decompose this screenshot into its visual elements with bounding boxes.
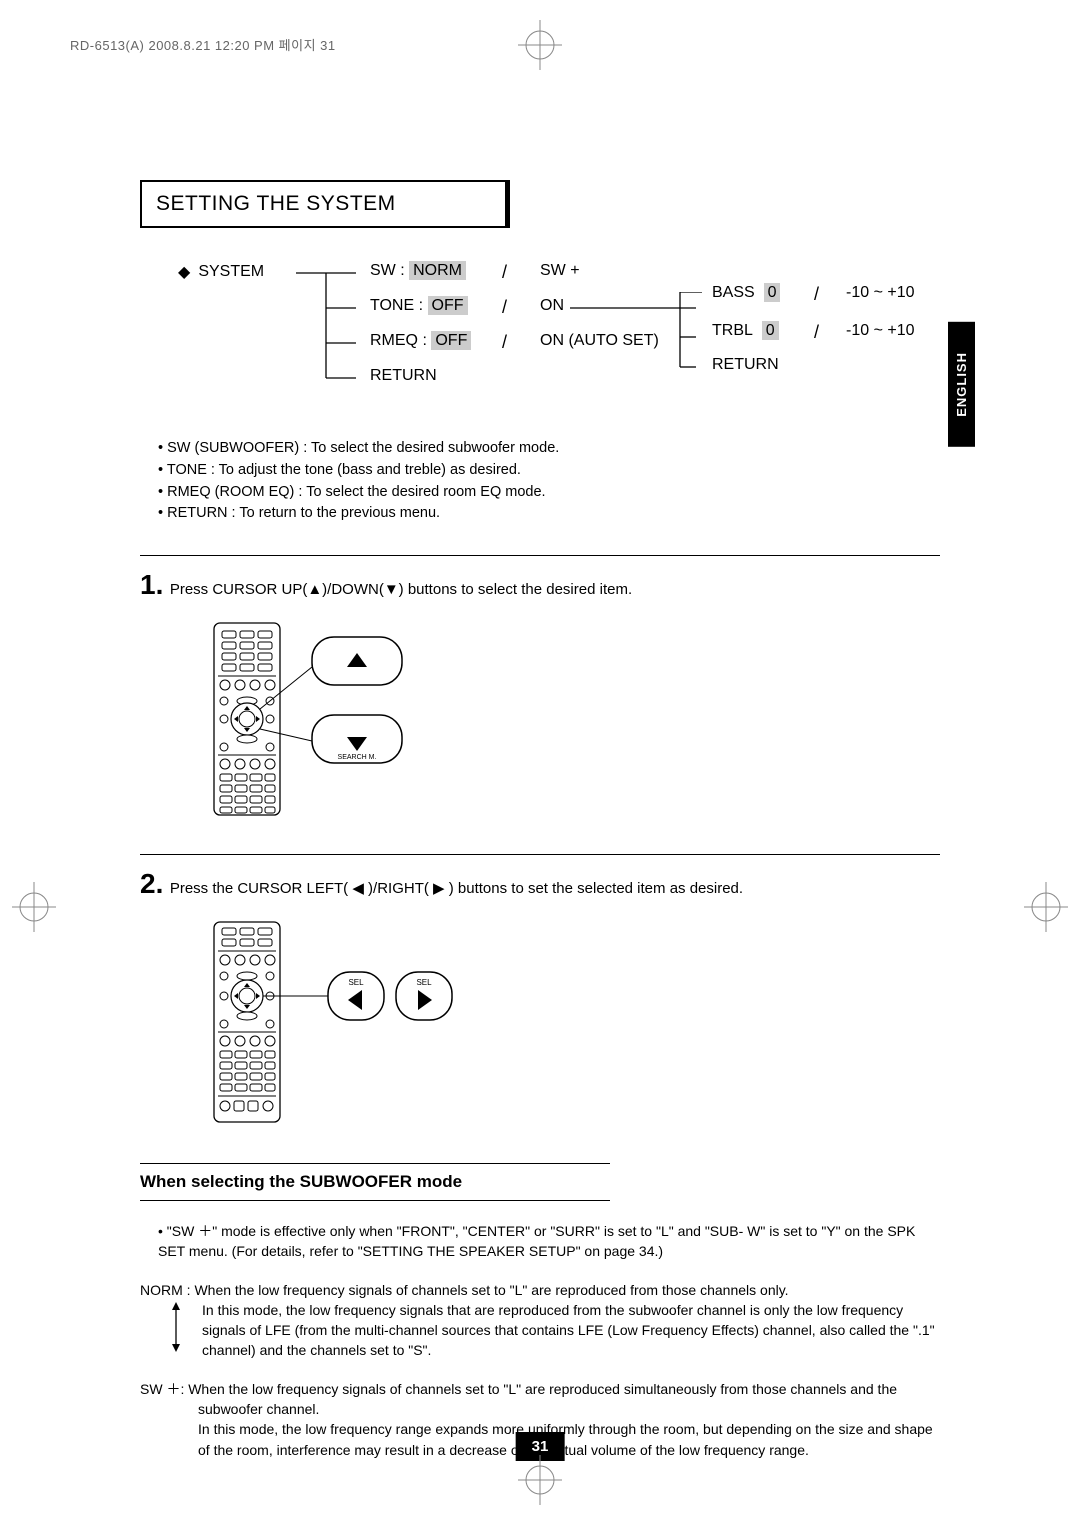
step-2: 2. Press the CURSOR LEFT( ◀ )/RIGHT( ▶ )…	[140, 854, 940, 1133]
menu-tone: TONE : OFF	[370, 297, 468, 315]
slash-3: /	[502, 332, 507, 353]
diamond-icon: ◆	[178, 262, 190, 282]
crop-mark-bottom	[510, 1455, 570, 1505]
tree-lines-2b	[676, 292, 706, 312]
section-title: SETTING THE SYSTEM	[156, 192, 496, 216]
rmeq-key: RMEQ :	[370, 332, 427, 349]
subheading-text: When selecting the SUBWOOFER mode	[140, 1164, 940, 1200]
norm-head: NORM : When the low frequency signals of…	[140, 1280, 940, 1300]
subheading-bottom-line	[140, 1200, 610, 1201]
step-2-text: Press the CURSOR LEFT( ◀ )/RIGHT( ▶ ) bu…	[170, 880, 743, 897]
note-text: "SW ＋" mode is effective only when "FRON…	[140, 1221, 940, 1262]
remote-diagram-2: SEL SEL	[210, 918, 940, 1133]
desc-rmeq: RMEQ (ROOM EQ) : To select the desired r…	[158, 482, 940, 504]
updown-arrow-icon	[168, 1302, 184, 1352]
svg-text:SEL: SEL	[348, 978, 364, 987]
step-1-text: Press CURSOR UP(▲)/DOWN(▼) buttons to se…	[170, 581, 632, 598]
step-1-divider	[140, 555, 940, 556]
section-title-box: SETTING THE SYSTEM	[140, 180, 510, 228]
desc-tone: TONE : To adjust the tone (bass and treb…	[158, 460, 940, 482]
norm-body: In this mode, the low frequency signals …	[202, 1300, 940, 1361]
subheading-block: When selecting the SUBWOOFER mode	[140, 1163, 940, 1201]
remote-diagram-1: SEARCH M.	[210, 619, 940, 824]
bass-row: BASS 0	[712, 284, 780, 302]
sw-key: SW :	[370, 262, 405, 279]
menu-sw: SW : NORM	[370, 262, 466, 280]
step-2-divider	[140, 854, 940, 855]
menu-root: ◆ SYSTEM	[178, 262, 264, 282]
menu-rmeq: RMEQ : OFF	[370, 332, 471, 350]
tone-return: RETURN	[712, 356, 779, 374]
trbl-row: TRBL 0	[712, 322, 779, 340]
trbl-value: 0	[762, 321, 779, 340]
tree-lines-1	[296, 270, 370, 390]
swp-head: SW ＋: When the low frequency signals of …	[198, 1379, 940, 1420]
bass-range: -10 ~ +10	[846, 284, 915, 302]
crop-mark-right	[1016, 882, 1076, 932]
header-meta: RD-6513(A) 2008.8.21 12:20 PM 페이지 31	[70, 35, 336, 54]
rmeq-value: OFF	[431, 331, 471, 350]
swp-body: In this mode, the low frequency range ex…	[198, 1419, 940, 1460]
slash-2: /	[502, 297, 507, 318]
menu-return: RETURN	[370, 367, 437, 385]
language-tab: ENGLISH	[948, 322, 975, 447]
bass-value: 0	[764, 283, 781, 302]
norm-block: NORM : When the low frequency signals of…	[140, 1280, 940, 1361]
svg-text:SEL: SEL	[416, 978, 432, 987]
tree-lines-2	[570, 305, 710, 375]
sw-value: NORM	[409, 261, 466, 280]
note-bullet: "SW ＋" mode is effective only when "FRON…	[158, 1221, 940, 1262]
tone-alt: ON	[540, 297, 564, 315]
description-list: SW (SUBWOOFER) : To select the desired s…	[158, 438, 940, 525]
desc-return: RETURN : To return to the previous menu.	[158, 503, 940, 525]
tone-value: OFF	[428, 296, 468, 315]
system-label: SYSTEM	[198, 263, 264, 280]
crop-mark-left	[4, 882, 64, 932]
search-label: SEARCH M.	[338, 754, 377, 761]
crop-mark-top	[510, 20, 570, 70]
step-1: 1. Press CURSOR UP(▲)/DOWN(▼) buttons to…	[140, 555, 940, 824]
step-1-number: 1.	[140, 569, 163, 601]
trbl-range: -10 ~ +10	[846, 322, 915, 340]
trbl-key: TRBL	[712, 322, 753, 339]
sw-alt: SW +	[540, 262, 580, 280]
slash-4: /	[814, 284, 819, 305]
menu-tree: ◆ SYSTEM SW : NORM / SW + TONE : OFF / ON…	[178, 262, 940, 412]
slash-1: /	[502, 262, 507, 283]
step-2-number: 2.	[140, 868, 163, 900]
desc-sw: SW (SUBWOOFER) : To select the desired s…	[158, 438, 940, 460]
bass-key: BASS	[712, 284, 755, 301]
tone-key: TONE :	[370, 297, 423, 314]
slash-5: /	[814, 322, 819, 343]
